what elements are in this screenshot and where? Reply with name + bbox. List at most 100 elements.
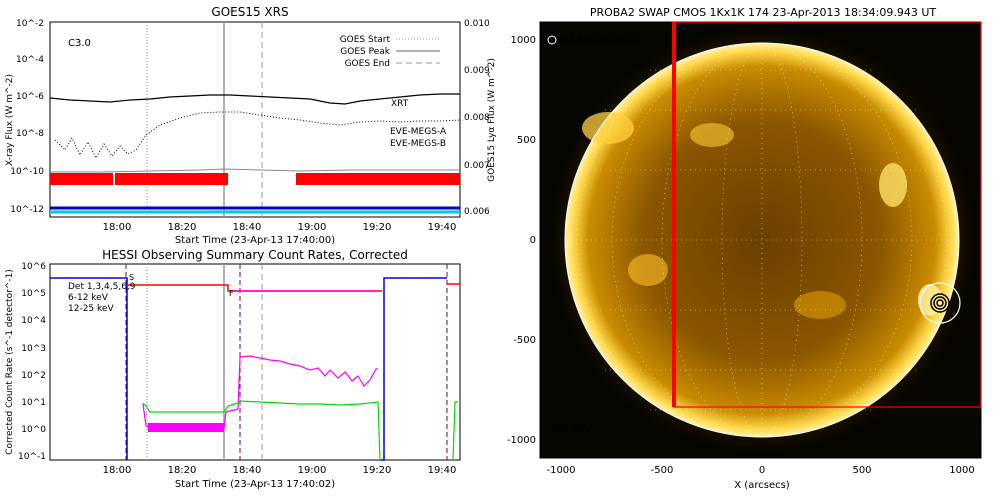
goes-coverage-bar <box>50 173 113 185</box>
hessi-legend: Det 1,3,4,5,6,9 6-12 keV 12-25 keV <box>68 282 136 314</box>
goes-x-axis: 18:00 18:20 18:40 19:00 19:20 19:40 <box>103 222 457 233</box>
swap-ytick: 500 <box>517 135 536 146</box>
xrt-curve <box>49 93 460 105</box>
hessi-ytick: 10^3 <box>21 344 46 354</box>
goes-xtick: 18:00 <box>103 222 132 233</box>
goes-rtick: 0.008 <box>464 113 490 123</box>
swap-ytick: 1000 <box>511 35 536 46</box>
aia-marker-circle <box>919 282 961 324</box>
goes-coverage-bar <box>115 173 228 185</box>
hessi-ytick: 10^6 <box>21 262 46 272</box>
goes-coverage-bar <box>296 173 460 185</box>
swap-xlabel: X (arcsecs) <box>734 480 790 491</box>
hessi-xtick: 18:00 <box>103 465 132 476</box>
hessi-flag-f: F <box>229 289 234 298</box>
series-6-12-kev <box>142 355 378 429</box>
goes-xlabel: Start Time (23-Apr-13 17:40:00) <box>175 235 335 246</box>
legend-det: Det 1,3,4,5,6,9 <box>68 282 136 292</box>
hessi-red-state <box>127 284 382 292</box>
hessi-panel: HESSI Observing Summary Count Rates, Cor… <box>5 248 461 490</box>
swap-xtick: 1000 <box>949 465 974 476</box>
series-6-12-kev-block <box>148 423 224 432</box>
goes-rtick: 0.009 <box>464 66 490 76</box>
aia-contour <box>936 299 944 307</box>
goes-ytick: 10^-12 <box>10 205 44 215</box>
hessi-blue-state-2 <box>380 277 447 461</box>
hessi-blue-state <box>50 277 128 460</box>
goes-plot-frame <box>49 21 461 218</box>
goes-short-curve <box>50 168 460 173</box>
goes-rtick: 0.010 <box>464 19 490 29</box>
legend-6-12: 6-12 keV <box>68 293 109 303</box>
xrt-fov-label: XRT FOV <box>552 425 591 435</box>
hessi-xtick: 19:40 <box>428 465 457 476</box>
goes-title: GOES15 XRS <box>211 5 288 19</box>
heliographic-grid <box>566 42 958 438</box>
goes-xtick: 18:20 <box>168 222 197 233</box>
goes-xtick: 19:20 <box>363 222 392 233</box>
hessi-ylabel: Corrected Count Rate (s^-1 detector^-1) <box>5 269 15 455</box>
aia-legend-label: AIA flare location <box>560 37 637 47</box>
swap-title: PROBA2 SWAP CMOS 1Kx1K 174 23-Apr-2013 1… <box>590 6 937 19</box>
hessi-xtick: 18:40 <box>233 465 262 476</box>
swap-x-axis: -1000 -500 0 500 1000 <box>546 465 974 476</box>
legend-12-25: 12-25 keV <box>68 304 114 314</box>
goes-legend: GOES Start GOES Peak GOES End <box>340 35 440 69</box>
active-region <box>879 163 907 207</box>
swap-xtick: 0 <box>759 465 765 476</box>
hessi-ytick: 10^0 <box>21 425 46 435</box>
goes-ytick: 10^-4 <box>16 55 44 65</box>
goes-ylabel-right: GOES15 Lyα Flux (W m^-2) <box>487 58 497 182</box>
goes-xtick: 18:40 <box>233 222 262 233</box>
swap-xtick: -1000 <box>546 465 575 476</box>
aia-legend-icon <box>547 35 557 45</box>
goes-ylabel-left: X-ray Flux (W m^-2) <box>5 74 15 166</box>
hessi-plot-frame <box>49 263 461 461</box>
aia-contour <box>930 293 950 313</box>
series-12-25-kev-tail <box>452 401 458 461</box>
hessi-xlabel: Start Time (23-Apr-13 17:40:02) <box>175 479 335 490</box>
hessi-title: HESSI Observing Summary Count Rates, Cor… <box>102 248 408 262</box>
active-region <box>794 291 846 319</box>
swap-ytick: -1000 <box>507 435 536 446</box>
goes-ytick: 10^-8 <box>16 129 44 139</box>
hessi-ytick: 10^5 <box>21 289 46 299</box>
hessi-xtick: 19:20 <box>363 465 392 476</box>
goes-xtick: 19:40 <box>428 222 457 233</box>
goes-rtick: 0.006 <box>464 207 490 217</box>
legend-goes-end: GOES End <box>345 59 390 69</box>
goes-left-axis: 10^-2 10^-4 10^-6 10^-8 10^-10 10^-12 <box>10 19 44 215</box>
goes-right-axis: 0.010 0.009 0.008 0.007 0.006 <box>464 19 490 217</box>
swap-xtick: -500 <box>651 465 674 476</box>
hessi-ytick: 10^4 <box>21 316 46 326</box>
goes-xtick: 19:00 <box>298 222 327 233</box>
series-12-25-kev <box>142 400 381 461</box>
xrt-label: XRT <box>391 99 409 109</box>
swap-y-axis: 1000 500 0 -500 -1000 <box>507 35 536 446</box>
swap-panel: PROBA2 SWAP CMOS 1Kx1K 174 23-Apr-2013 1… <box>507 6 982 491</box>
swap-xtick: 500 <box>852 465 871 476</box>
eve-a-label: EVE-MEGS-A <box>390 127 447 137</box>
goes-ytick: 10^-6 <box>16 92 44 102</box>
hessi-x-axis: 18:00 18:20 18:40 19:00 19:20 19:40 <box>103 465 457 476</box>
swap-ytick: -500 <box>513 335 536 346</box>
hessi-ytick: 10^-1 <box>18 452 46 462</box>
goes-long-curve <box>54 111 461 160</box>
hessi-xtick: 18:20 <box>168 465 197 476</box>
hessi-ytick: 10^2 <box>21 371 46 381</box>
goes-ytick: 10^-10 <box>10 167 44 177</box>
active-region <box>690 123 734 147</box>
legend-goes-peak: GOES Peak <box>340 47 390 57</box>
eve-b-label: EVE-MEGS-B <box>390 139 446 149</box>
hessi-ytick: 10^1 <box>21 398 46 408</box>
goes-rtick: 0.007 <box>464 161 490 171</box>
aia-contour <box>933 296 947 310</box>
goes-ytick: 10^-2 <box>16 19 44 29</box>
goes-panel: GOES15 XRS C3.0 10^-2 10^-4 10^-6 10^-8 … <box>5 5 497 246</box>
legend-goes-start: GOES Start <box>340 35 391 45</box>
hessi-xtick: 19:00 <box>298 465 327 476</box>
swap-ytick: 0 <box>530 235 536 246</box>
active-region <box>628 254 668 286</box>
hessi-flag-s: S <box>129 273 134 282</box>
